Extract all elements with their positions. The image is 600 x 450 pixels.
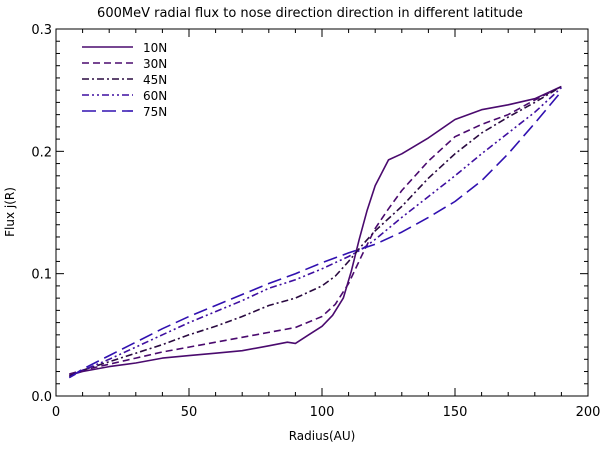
y-tick-label: 0.3	[31, 23, 52, 38]
y-tick-label: 0.0	[31, 390, 52, 405]
series-line-75n	[68, 90, 563, 379]
plot-frame	[55, 28, 589, 397]
axis-ticks: 0 50 100 150 200 0.0 0.1 0.2 0.3	[31, 23, 600, 420]
legend-label: 45N	[143, 73, 167, 87]
y-tick-label: 0.2	[31, 145, 52, 160]
series-line-45n	[68, 85, 562, 378]
legend-label: 60N	[143, 89, 167, 103]
legend-label: 30N	[143, 57, 167, 71]
x-tick-label: 0	[52, 405, 60, 420]
x-tick-label: 50	[181, 405, 198, 420]
x-tick-label: 100	[310, 405, 335, 420]
y-axis-label: Flux j(R)	[3, 187, 17, 237]
x-tick-label: 150	[443, 405, 468, 420]
x-axis-label: Radius(AU)	[289, 429, 356, 443]
series-lines	[68, 85, 563, 379]
series-line-60n	[68, 87, 562, 379]
chart-title: 600MeV radial flux to nose direction dir…	[97, 6, 523, 21]
y-tick-label: 0.1	[31, 268, 52, 283]
legend-label: 75N	[143, 105, 167, 119]
x-tick-label: 200	[576, 405, 600, 420]
series-line-30n	[69, 85, 562, 375]
series-line-10n	[69, 85, 562, 376]
legend: 10N 30N 45N 60N 75N	[82, 41, 167, 119]
legend-label: 10N	[143, 41, 167, 55]
